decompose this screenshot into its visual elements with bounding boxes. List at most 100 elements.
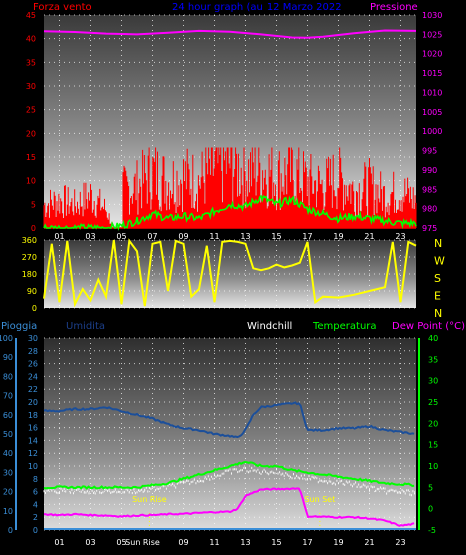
x-tick-label: 21 — [364, 232, 374, 241]
pressure-axis-ticks: 975 980 985 990 995 1000 1005 1010 1015 1020 1025 1… — [422, 11, 442, 233]
x-tick-label: 15 — [271, 232, 281, 241]
x-tick-label: 07 — [147, 232, 157, 241]
wind-plot-area — [43, 29, 417, 232]
x-tick-label: 21 — [364, 538, 374, 547]
dewpoint-series-line — [43, 487, 415, 527]
compass-label: S — [434, 272, 441, 285]
x-tick-label: 11 — [209, 232, 219, 241]
temperature-panel-grid — [44, 337, 416, 531]
pressure-tick-label: 1025 — [422, 30, 442, 39]
wind-x-axis: 01 03 05 07 09 11 13 15 17 19 21 23 — [54, 232, 405, 241]
humidity-tick-label: 14 — [28, 436, 38, 445]
x-tick-label: 15 — [271, 538, 281, 547]
pressure-tick-label: 1030 — [422, 11, 442, 20]
dewpoint-legend: Dew Point (°C) — [392, 321, 465, 332]
humidity-tick-label: 4 — [33, 500, 38, 509]
wind-tick-label: 25 — [26, 106, 36, 115]
humidity-tick-label: 12 — [28, 449, 38, 458]
x-tick-label: Sun Rise — [125, 538, 160, 547]
rain-tick-label: 50 — [3, 430, 13, 439]
rain-legend: Pioggia — [1, 321, 37, 332]
x-tick-label: 13 — [240, 538, 250, 547]
x-tick-label: 01 — [54, 538, 64, 547]
humidity-series-line — [43, 401, 415, 439]
rain-axis-ticks: 0 10 20 30 40 50 60 70 80 90 100 — [0, 334, 17, 535]
x-tick-label: 09 — [178, 538, 188, 547]
windchill-series-line — [43, 466, 415, 497]
x-tick-label: 23 — [395, 538, 405, 547]
humidity-tick-label: 8 — [33, 475, 38, 484]
temperature-tick-label: 5 — [428, 483, 433, 492]
x-tick-label: 05 — [116, 538, 126, 547]
humidity-tick-label: 18 — [28, 411, 38, 420]
compass-label: N — [434, 307, 442, 320]
temperature-tick-label: 10 — [428, 462, 438, 471]
chart-title-date: 12 Marzo 2022 — [267, 2, 342, 13]
rain-tick-label: 20 — [3, 488, 13, 497]
humidity-tick-label: 0 — [33, 526, 38, 535]
x-tick-label: 03 — [85, 538, 95, 547]
wind-tick-label: 35 — [26, 58, 36, 67]
temperature-legend: Temperatura — [312, 321, 377, 332]
wind-tick-label: 30 — [26, 82, 36, 91]
temperature-tick-label: 40 — [428, 334, 438, 343]
pressure-axis-title: Pressione — [370, 2, 418, 13]
humidity-tick-label: 26 — [28, 360, 38, 369]
temperature-tick-label: 25 — [428, 398, 438, 407]
humidity-tick-label: 2 — [33, 513, 38, 522]
temperature-tick-label: 0 — [428, 505, 433, 514]
humidity-tick-label: 22 — [28, 385, 38, 394]
gust-series-line — [43, 194, 417, 232]
direction-series-line — [43, 238, 417, 308]
x-tick-label: 09 — [178, 232, 188, 241]
chart-title: 24 hour graph (au 12 Marzo 2022 — [172, 2, 342, 13]
rain-tick-label: 90 — [3, 353, 13, 362]
temperature-panel-background — [44, 338, 416, 530]
x-tick-label: 19 — [333, 538, 343, 547]
rain-tick-label: 0 — [8, 526, 13, 535]
rain-tick-label: 10 — [3, 507, 13, 516]
humidity-tick-label: 10 — [28, 462, 38, 471]
x-tick-label: 03 — [85, 232, 95, 241]
wind-axis-title: Forza vento — [33, 2, 92, 13]
pressure-tick-label: 985 — [422, 185, 437, 194]
humidity-tick-label: 16 — [28, 424, 38, 433]
wind-tick-label: 20 — [26, 129, 36, 138]
direction-tick-label: 0 — [32, 304, 37, 313]
temperature-tick-label: 15 — [428, 441, 438, 450]
sunrise-label: Sun Rise — [132, 495, 167, 504]
direction-axis-ticks: 0 90 180 270 360 — [22, 236, 37, 313]
compass-label: E — [434, 290, 441, 303]
x-tick-label: 01 — [54, 232, 64, 241]
wind-axis-ticks: 0 5 10 15 20 25 30 35 40 45 — [26, 11, 36, 233]
compass-label: W — [434, 255, 445, 268]
windchill-legend: Windchill — [247, 321, 292, 332]
temperature-tick-label: 35 — [428, 355, 438, 364]
pressure-tick-label: 975 — [422, 224, 437, 233]
pressure-tick-label: 990 — [422, 166, 437, 175]
temperature-axis-ticks: -5 0 5 10 15 20 25 30 35 40 — [418, 334, 438, 535]
rain-tick-label: 100 — [0, 334, 13, 343]
pressure-tick-label: 1020 — [422, 50, 442, 59]
x-tick-label: 13 — [240, 232, 250, 241]
humidity-legend: Umidita — [66, 321, 105, 332]
temperature-plot-area: Sun Rise Sun Set — [43, 401, 416, 530]
direction-tick-label: 180 — [22, 270, 37, 279]
temperature-tick-label: 30 — [428, 377, 438, 386]
humidity-tick-label: 30 — [28, 334, 38, 343]
humidity-tick-label: 28 — [28, 347, 38, 356]
rain-tick-label: 30 — [3, 468, 13, 477]
wind-tick-label: 5 — [31, 200, 36, 209]
wind-tick-label: 15 — [26, 153, 36, 162]
rain-tick-label: 60 — [3, 411, 13, 420]
x-tick-label: 11 — [209, 538, 219, 547]
temperature-tick-label: -5 — [428, 526, 436, 535]
pressure-tick-label: 1015 — [422, 69, 442, 78]
direction-plot-area — [43, 238, 417, 308]
humidity-tick-label: 20 — [28, 398, 38, 407]
x-tick-label: 19 — [333, 232, 343, 241]
